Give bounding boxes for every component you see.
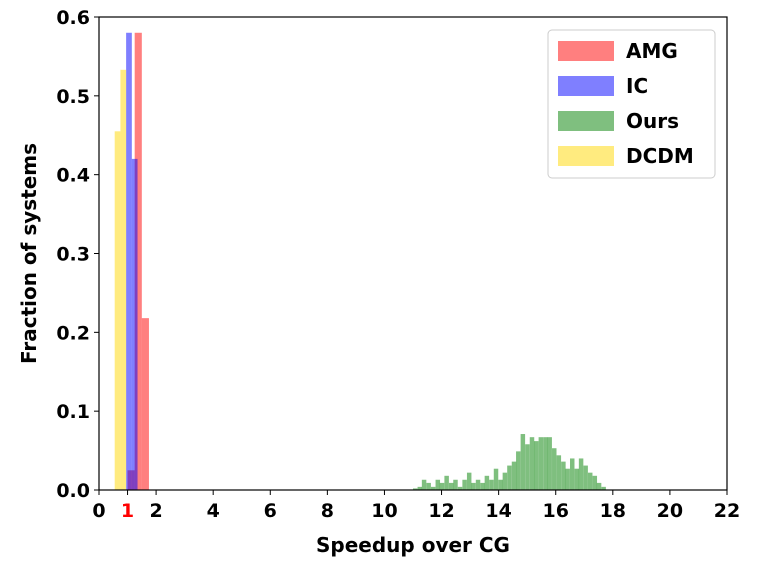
- bar-dcdm-0: [114, 131, 121, 490]
- bar-ours-31: [552, 448, 557, 490]
- x-tick-label: 22: [714, 500, 740, 522]
- bar-ic-2: [131, 158, 138, 490]
- legend-swatch-ours: [558, 111, 614, 131]
- series-ic: [126, 32, 138, 491]
- bar-ours-34: [565, 468, 570, 490]
- x-tick-label: 8: [321, 500, 334, 522]
- bar-ours-33: [561, 461, 566, 490]
- bar-ours-19: [498, 479, 503, 490]
- bar-ours-3: [426, 482, 431, 490]
- bar-ours-4: [430, 486, 436, 490]
- bar-ours-26: [529, 437, 535, 490]
- plot-area: [98, 16, 728, 491]
- bar-ours-15: [480, 482, 485, 490]
- legend-label-dcdm: DCDM: [626, 144, 694, 168]
- bar-ic-1: [126, 32, 132, 491]
- y-axis: 0.0 0.1 0.2 0.3 0.4 0.5 0.6: [56, 7, 99, 502]
- series-dcdm: [114, 69, 127, 491]
- y-tick-label: 0.2: [56, 322, 90, 344]
- bar-ours-38: [583, 465, 588, 490]
- y-axis-label: Fraction of systems: [17, 143, 41, 364]
- legend-label-ic: IC: [626, 74, 648, 98]
- x-tick-label: 10: [371, 500, 397, 522]
- bar-ours-21: [507, 465, 512, 490]
- bar-ours-10: [457, 486, 463, 490]
- y-tick-label: 0.5: [56, 86, 90, 108]
- bar-ours-39: [587, 472, 593, 490]
- x-tick-label: 6: [264, 500, 277, 522]
- legend-box: [547, 29, 716, 179]
- x-tick-label: 12: [428, 500, 454, 522]
- legend: AMG IC Ours DCDM: [547, 29, 716, 179]
- x-axis-label: Speedup over CG: [316, 533, 510, 557]
- x-tick-label: 4: [207, 500, 220, 522]
- bar-ours-22: [511, 461, 517, 490]
- bar-ours-12: [466, 472, 472, 490]
- bar-ours-0: [413, 488, 418, 490]
- bar-ours-18: [493, 468, 499, 490]
- bar-ours-13: [471, 482, 476, 490]
- bar-ours-14: [475, 479, 481, 490]
- legend-swatch-ic: [558, 76, 614, 96]
- x-tick-label: 14: [485, 500, 511, 522]
- bar-ours-32: [556, 455, 562, 490]
- bar-amg-2: [141, 318, 149, 490]
- bar-ours-24: [520, 434, 526, 490]
- y-tick-label: 0.0: [56, 480, 90, 502]
- y-tick-label: 0.6: [56, 7, 90, 29]
- bar-ours-20: [502, 472, 508, 490]
- bar-ours-40: [592, 475, 598, 490]
- legend-label-amg: AMG: [626, 39, 678, 63]
- series-ours: [413, 434, 606, 490]
- bar-ours-23: [516, 451, 521, 490]
- bar-ours-36: [574, 468, 580, 490]
- bar-amg-1: [134, 32, 142, 491]
- legend-swatch-dcdm: [558, 146, 614, 166]
- bar-ours-17: [489, 479, 494, 490]
- bars-group: [114, 32, 606, 491]
- legend-swatch-amg: [558, 41, 614, 61]
- x-tick-label: 1: [121, 500, 134, 522]
- bar-ours-11: [462, 479, 467, 490]
- x-tick-label: 2: [149, 500, 162, 522]
- bar-ours-41: [596, 482, 602, 490]
- x-tick-label: 18: [600, 500, 626, 522]
- x-tick-label: 16: [543, 500, 569, 522]
- bar-ours-2: [421, 479, 427, 490]
- bar-ours-16: [484, 475, 490, 490]
- bar-ours-42: [601, 486, 606, 490]
- y-tick-label: 0.1: [56, 401, 90, 423]
- bar-ours-37: [578, 458, 584, 490]
- bar-ours-1: [417, 486, 423, 490]
- bar-ours-6: [439, 482, 445, 490]
- bar-ours-29: [543, 437, 548, 490]
- y-tick-label: 0.4: [56, 165, 90, 187]
- bar-ours-30: [547, 437, 552, 490]
- bar-ours-28: [538, 437, 544, 490]
- bar-ours-8: [448, 482, 454, 490]
- bar-ours-25: [525, 444, 530, 490]
- bar-ours-5: [435, 479, 441, 490]
- bar-ours-7: [444, 475, 449, 490]
- bar-dcdm-1: [120, 69, 127, 491]
- x-tick-label: 0: [92, 500, 105, 522]
- bar-ours-35: [570, 458, 575, 490]
- legend-label-ours: Ours: [626, 109, 679, 133]
- bar-ours-9: [453, 479, 458, 490]
- y-tick-label: 0.3: [56, 244, 90, 266]
- x-tick-label: 20: [657, 500, 683, 522]
- bar-ours-27: [534, 441, 539, 490]
- x-axis: 0 1 2 4 6 8 10 12 14 16 18 20 22: [92, 490, 740, 522]
